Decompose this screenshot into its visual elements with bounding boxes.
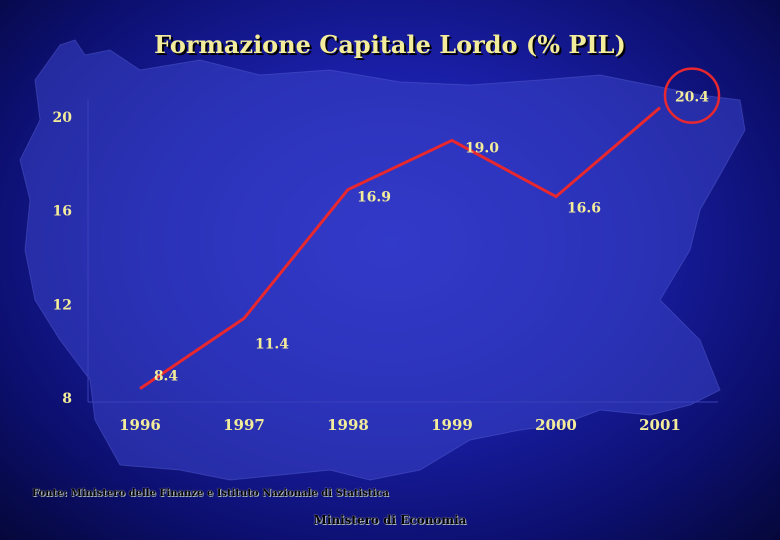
data-label: 19.0 [465,140,499,156]
y-tick-label: 16 [53,204,72,220]
data-labels: 8.4 11.4 16.9 19.0 16.6 20.4 [154,90,709,385]
x-tick-label: 1999 [431,416,473,434]
data-label: 16.6 [567,201,601,217]
x-tick-labels: 1996 1997 1998 1999 2000 2001 [119,416,681,434]
y-tick-labels: 8 12 16 20 [53,110,73,407]
data-label: 16.9 [357,190,391,206]
y-tick-label: 20 [53,110,73,126]
data-label: 8.4 [154,369,179,385]
chart-title: Formazione Capitale Lordo (% PIL) [154,30,626,59]
x-tick-label: 2000 [535,416,577,434]
data-label: 20.4 [675,90,709,106]
x-tick-label: 1997 [223,416,265,434]
footer-ministry: Ministero di Economia [313,513,467,527]
y-tick-label: 8 [62,391,72,407]
data-label: 11.4 [255,336,289,352]
x-tick-label: 2001 [639,416,681,434]
highlight-circle [663,67,721,124]
x-tick-label: 1996 [119,416,161,434]
y-tick-label: 12 [53,297,72,313]
source-note: Fonte: Ministero delle Finanze e Istitut… [32,488,389,499]
x-tick-label: 1998 [327,416,369,434]
series-line [139,106,661,390]
